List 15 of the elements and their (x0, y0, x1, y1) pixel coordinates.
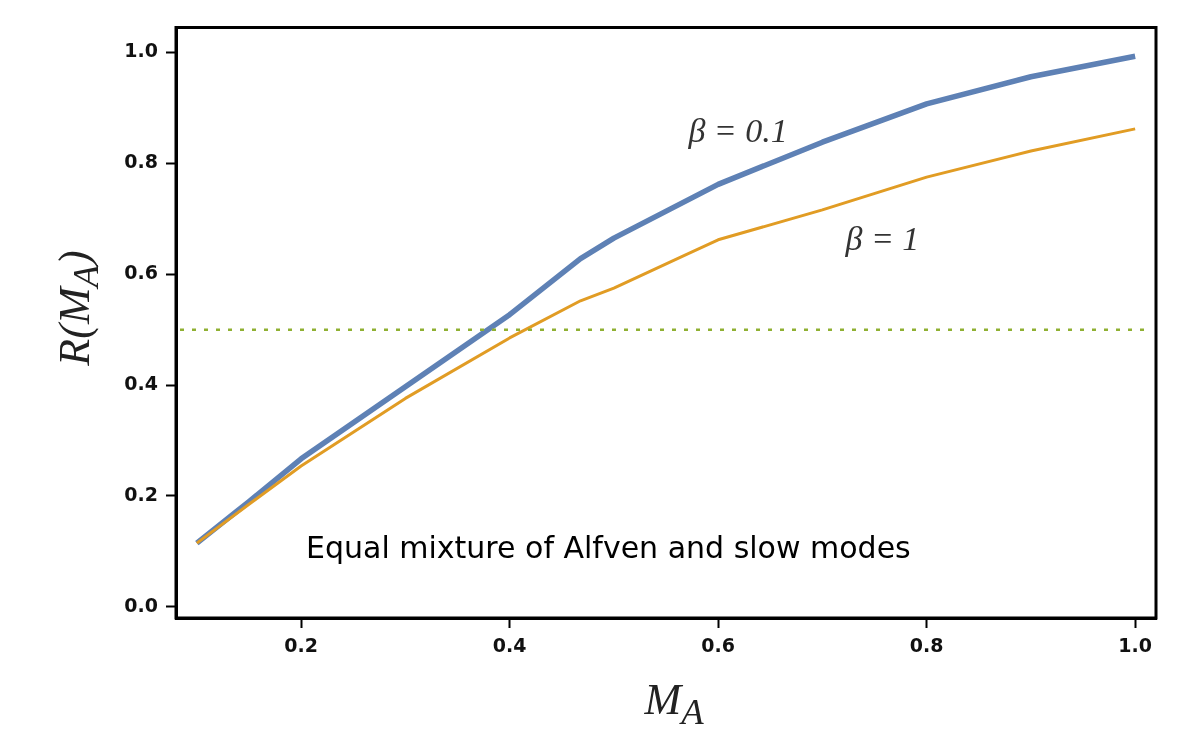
x-axis-title: M$_{A}$ (644, 674, 704, 733)
y-tick-label: 0.2 (124, 482, 158, 505)
x-tick-label: 0.8 (909, 634, 944, 657)
x-tick-label: 0.4 (492, 634, 527, 657)
y-tick-label: 0.8 (124, 150, 158, 173)
y-tick-label: 0.6 (124, 261, 158, 284)
y-tick-label: 0.0 (124, 593, 158, 616)
series-label: β = 1 (844, 219, 920, 257)
y-tick-label: 0.4 (124, 372, 158, 395)
series-label: β = 0.1 (687, 112, 788, 150)
x-tick-label: 0.6 (701, 634, 735, 657)
annotation: Equal mixture of Alfven and slow modes (306, 530, 911, 565)
x-tick-label: 1.0 (1118, 634, 1152, 657)
x-tick-label: 0.2 (284, 634, 318, 657)
y-tick-label: 1.0 (124, 39, 158, 62)
